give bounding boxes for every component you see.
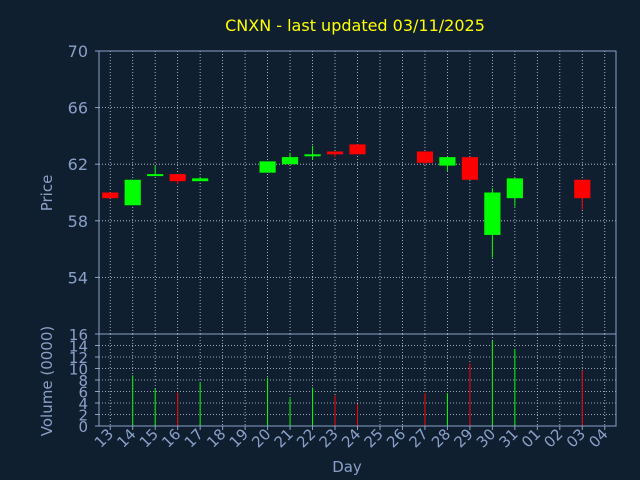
candle-body bbox=[574, 179, 591, 199]
chart-title: CNXN - last updated 03/11/2025 bbox=[225, 16, 485, 35]
candle-body bbox=[461, 157, 478, 180]
price-tick-label: 62 bbox=[68, 155, 88, 174]
candle-body bbox=[192, 178, 209, 182]
candle-body bbox=[484, 192, 501, 235]
volume-axis-label: Volume (0000) bbox=[38, 326, 56, 436]
candle-body bbox=[506, 178, 523, 199]
price-axis-label: Price bbox=[38, 175, 56, 212]
candle-body bbox=[147, 174, 164, 177]
price-tick-label: 70 bbox=[68, 42, 88, 61]
candle-body bbox=[102, 192, 119, 199]
axes-layer: 5458626670024681012141613141516171819202… bbox=[68, 42, 617, 451]
x-tick-label: 04 bbox=[585, 425, 611, 451]
volume-tick-label: 16 bbox=[69, 326, 88, 344]
volume-tick-label: 12 bbox=[69, 349, 88, 367]
volume-tick-label: 2 bbox=[78, 407, 88, 425]
candle-body bbox=[349, 144, 366, 155]
candle-body bbox=[124, 179, 141, 206]
volume-tick-label: 10 bbox=[69, 361, 88, 379]
candle-body bbox=[169, 174, 186, 182]
candle-body bbox=[281, 157, 299, 165]
candle-body bbox=[439, 157, 456, 166]
volume-layer bbox=[132, 340, 583, 426]
x-axis-label: Day bbox=[332, 458, 362, 476]
price-tick-label: 66 bbox=[68, 99, 88, 118]
volume-tick-label: 0 bbox=[78, 418, 88, 436]
candle-body bbox=[259, 161, 276, 173]
price-tick-label: 58 bbox=[68, 212, 88, 231]
candles-layer bbox=[102, 144, 591, 258]
candle-body bbox=[326, 151, 344, 155]
volume-tick-label: 14 bbox=[69, 338, 88, 356]
candle-body bbox=[304, 154, 321, 157]
volume-tick-label: 6 bbox=[78, 384, 88, 402]
volume-tick-label: 4 bbox=[78, 395, 88, 413]
volume-tick-label: 8 bbox=[78, 372, 88, 390]
price-tick-label: 54 bbox=[68, 268, 88, 287]
candle-body bbox=[416, 151, 434, 163]
grid-layer bbox=[99, 51, 616, 426]
